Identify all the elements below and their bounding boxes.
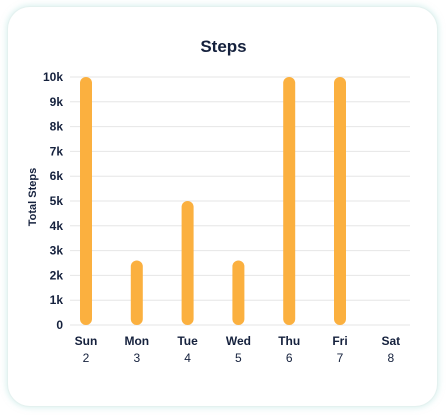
chart-card [8, 7, 437, 406]
x-tick-date: 7 [337, 351, 344, 365]
bar-fri [334, 77, 346, 325]
x-tick-date: 6 [286, 351, 293, 365]
x-tick-date: 4 [184, 351, 191, 365]
x-tick-day: Mon [124, 334, 149, 348]
bars [80, 77, 346, 325]
grid-lines [70, 76, 410, 326]
x-tick-day: Fri [332, 334, 347, 348]
x-tick-day: Wed [226, 334, 251, 348]
x-tick-date: 5 [235, 351, 242, 365]
bar-thu [283, 77, 296, 325]
y-tick-label: 2k [50, 268, 64, 282]
x-tick-date: 8 [387, 351, 394, 365]
x-axis-ticks: Sun 2 Mon 3 Tue 4 Wed 5 Thu 6 Fri 7 Sat 8 [75, 334, 400, 365]
chart-title: Steps [200, 37, 247, 56]
y-tick-label: 4k [50, 219, 64, 233]
bar-sun [80, 77, 92, 325]
y-tick-label: 3k [50, 244, 64, 258]
x-tick-day: Sun [75, 334, 98, 348]
x-tick-day: Sat [381, 334, 400, 348]
y-tick-label: 5k [50, 194, 64, 208]
x-tick-day: Tue [177, 334, 198, 348]
y-tick-label: 10k [43, 70, 63, 84]
bar-tue [181, 201, 194, 325]
y-tick-label: 0 [56, 318, 63, 332]
y-axis-ticks: 0 1k 2k 3k 4k 5k 6k 7k 8k 9k 10k [43, 70, 63, 332]
y-tick-label: 8k [50, 120, 64, 134]
y-tick-label: 7k [50, 144, 64, 158]
x-tick-date: 2 [83, 351, 90, 365]
y-tick-label: 6k [50, 169, 64, 183]
bar-wed [232, 260, 245, 325]
y-tick-label: 9k [50, 95, 64, 109]
bar-mon [130, 260, 143, 325]
x-tick-date: 3 [133, 351, 140, 365]
y-tick-label: 1k [50, 293, 64, 307]
y-axis-label: Total Steps [27, 168, 39, 226]
x-tick-day: Thu [278, 334, 300, 348]
